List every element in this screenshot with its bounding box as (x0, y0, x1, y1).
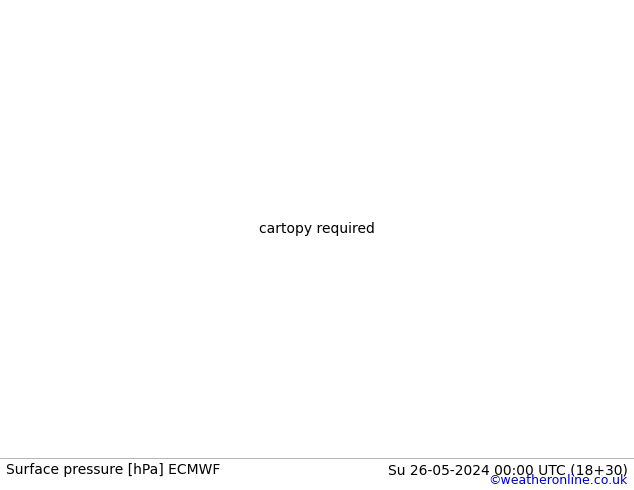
Text: cartopy required: cartopy required (259, 221, 375, 236)
Text: Surface pressure [hPa] ECMWF: Surface pressure [hPa] ECMWF (6, 463, 221, 477)
Text: ©weatheronline.co.uk: ©weatheronline.co.uk (488, 474, 628, 488)
Text: Su 26-05-2024 00:00 UTC (18+30): Su 26-05-2024 00:00 UTC (18+30) (388, 463, 628, 477)
